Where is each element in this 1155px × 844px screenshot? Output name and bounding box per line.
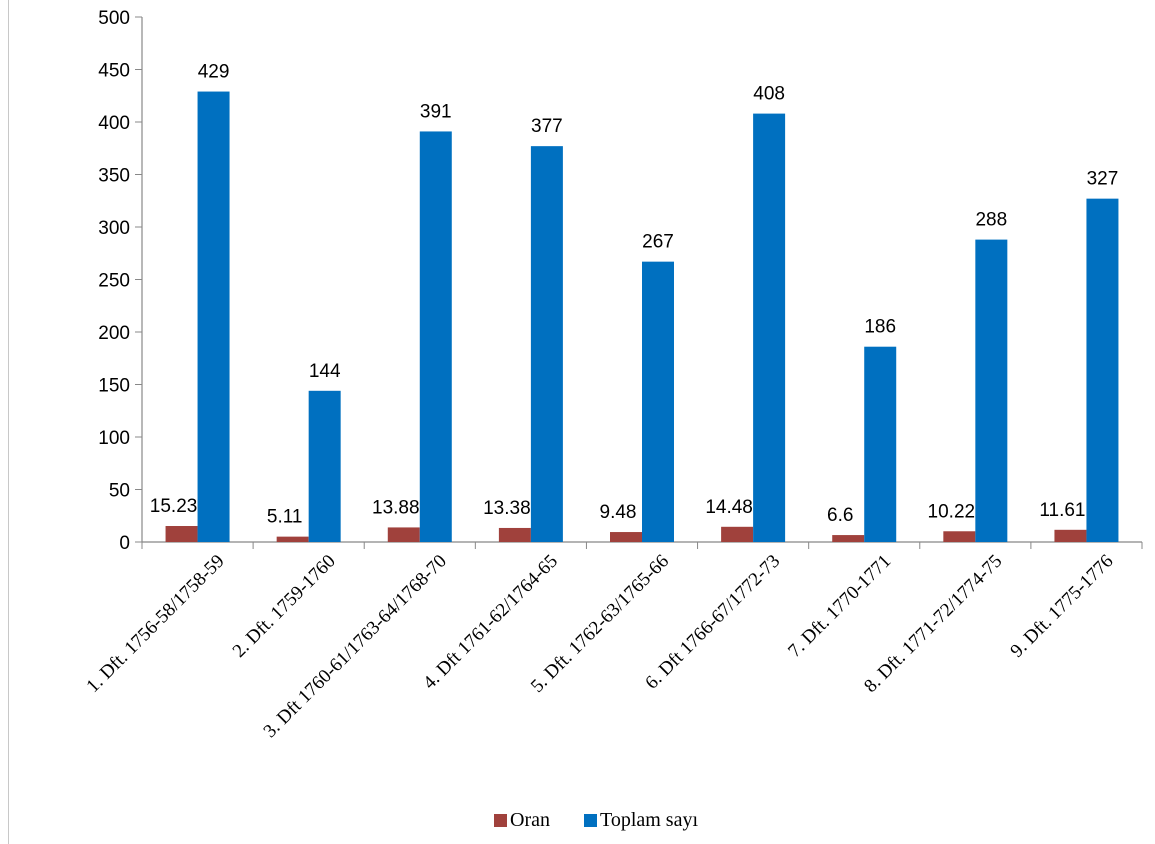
legend-label-toplam-sayi: Toplam sayı [600, 809, 698, 831]
bar-toplam-sayi [419, 131, 452, 542]
y-tick-label: 250 [98, 271, 130, 292]
data-label-toplam-sayi: 144 [309, 361, 341, 382]
data-label-toplam-sayi: 429 [198, 62, 230, 83]
data-label-toplam-sayi: 327 [1087, 169, 1119, 190]
data-label-toplam-sayi: 186 [864, 317, 896, 338]
data-label-oran: 13.88 [372, 497, 420, 518]
chart-data-labels: 15.23 429 5.11 144 13.88 391 13.38 377 9.48 267 14… [150, 62, 1119, 528]
bar-oran [943, 531, 976, 542]
category-label: 1. Dft. 1756-58/1758-59 [82, 551, 228, 697]
data-label-oran: 11.61 [1039, 500, 1085, 521]
bar-toplam-sayi [197, 91, 230, 543]
category-label: 7. Dft. 1770-1771 [784, 551, 895, 662]
bar-toplam-sayi [530, 146, 563, 542]
category-label: 9. Dft. 1775-1776 [1006, 551, 1117, 662]
bar-toplam-sayi [642, 261, 674, 542]
data-label-oran: 9.48 [600, 502, 637, 523]
category-label: 2. Dft. 1759-1760 [229, 551, 340, 662]
bar-oran [165, 526, 198, 542]
data-label-oran: 13.38 [483, 498, 531, 519]
data-label-toplam-sayi: 377 [531, 116, 563, 137]
bar-toplam-sayi [308, 390, 341, 542]
bar-toplam-sayi [864, 346, 897, 542]
chart-bars [165, 91, 1119, 543]
legend-label-oran: Oran [510, 809, 550, 831]
y-tick-label: 300 [98, 218, 130, 239]
data-label-oran: 10.22 [928, 501, 976, 522]
y-tick-label: 50 [109, 481, 130, 502]
bar-oran [832, 535, 865, 542]
chart-frame-edge [8, 0, 9, 844]
bar-oran [1054, 529, 1087, 542]
legend-swatch-oran [494, 814, 507, 827]
bar-toplam-sayi [753, 113, 786, 542]
y-tick-label: 100 [98, 428, 130, 449]
bar-toplam-sayi [1086, 198, 1119, 542]
data-label-toplam-sayi: 408 [753, 84, 785, 105]
y-tick-label: 200 [98, 323, 130, 344]
data-label-oran: 15.23 [150, 496, 198, 517]
data-label-oran: 5.11 [267, 507, 303, 528]
y-tick-label: 400 [98, 113, 130, 134]
data-label-toplam-sayi: 267 [642, 232, 674, 253]
data-label-toplam-sayi: 288 [975, 210, 1007, 231]
y-tick-label: 450 [98, 61, 130, 82]
bar-oran [276, 536, 309, 542]
bar-oran [610, 532, 642, 542]
data-label-oran: 6.6 [827, 505, 853, 526]
chart-category-labels: 1. Dft. 1756-58/1758-59 2. Dft. 1759-1760… [82, 551, 1117, 742]
y-tick-label: 350 [98, 166, 130, 187]
bar-oran [721, 526, 754, 542]
bar-oran [498, 527, 531, 542]
chart-legend: Oran Toplam sayı [494, 809, 698, 831]
legend-swatch-toplam-sayi [584, 814, 597, 827]
y-tick-label: 150 [98, 376, 130, 397]
data-label-oran: 14.48 [705, 497, 753, 518]
bar-toplam-sayi [975, 239, 1008, 542]
y-tick-label: 0 [119, 533, 130, 554]
y-tick-label: 500 [98, 8, 130, 29]
bar-oran [387, 527, 420, 542]
category-label: 3. Dft 1760-61/1763-64/1768-70 [260, 551, 451, 742]
data-label-toplam-sayi: 391 [420, 101, 452, 122]
